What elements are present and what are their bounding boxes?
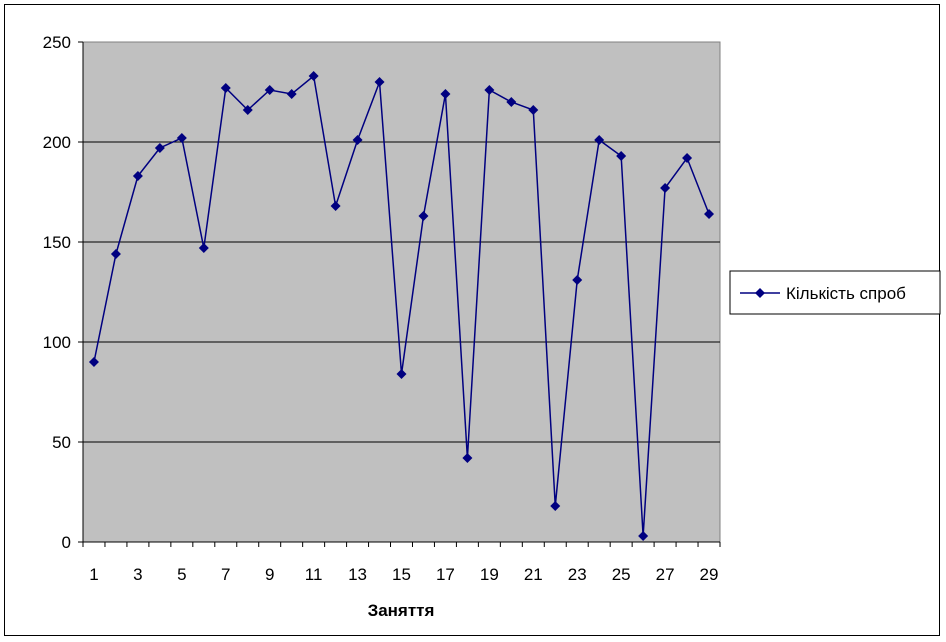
y-tick-label: 250 bbox=[43, 33, 71, 52]
data-point-marker bbox=[396, 369, 407, 379]
data-point-marker bbox=[462, 453, 473, 463]
y-tick-label: 0 bbox=[62, 533, 71, 552]
plot-area bbox=[82, 41, 721, 543]
data-point-marker bbox=[198, 243, 209, 253]
data-point-marker bbox=[682, 153, 693, 163]
data-point-marker bbox=[616, 151, 627, 161]
y-axis-ticks: 0 50 100 150 200 250 bbox=[43, 33, 84, 552]
x-axis-ticks: 1 3 5 7 9 11 13 15 17 19 21 23 25 27 29 bbox=[82, 541, 721, 584]
x-tick-label: 29 bbox=[700, 565, 719, 584]
x-tick-label: 1 bbox=[89, 565, 98, 584]
data-point-marker bbox=[308, 71, 319, 81]
chart-frame bbox=[4, 4, 940, 636]
legend-label: Кількість спроб bbox=[786, 284, 906, 303]
data-point-marker bbox=[220, 83, 231, 93]
data-point-marker bbox=[550, 501, 561, 511]
data-point-marker bbox=[704, 209, 715, 219]
data-point-marker bbox=[88, 357, 99, 367]
x-tick-label: 7 bbox=[221, 565, 230, 584]
x-tick-label: 21 bbox=[524, 565, 543, 584]
data-point-marker bbox=[484, 85, 495, 95]
x-tick-label: 17 bbox=[436, 565, 455, 584]
x-tick-label: 15 bbox=[392, 565, 411, 584]
data-point-marker bbox=[374, 77, 385, 87]
x-tick-label: 11 bbox=[305, 565, 323, 584]
y-tick-label: 50 bbox=[52, 433, 71, 452]
data-point-marker bbox=[264, 85, 275, 95]
x-tick-label: 27 bbox=[656, 565, 675, 584]
y-tick-label: 150 bbox=[43, 233, 71, 252]
data-point-marker bbox=[286, 89, 297, 99]
y-tick-label: 100 bbox=[43, 333, 71, 352]
data-point-marker bbox=[506, 97, 517, 107]
x-tick-label: 23 bbox=[568, 565, 587, 584]
data-point-marker bbox=[132, 171, 143, 181]
data-point-marker bbox=[242, 105, 253, 115]
x-tick-label: 25 bbox=[612, 565, 631, 584]
data-point-marker bbox=[154, 143, 165, 153]
data-point-marker bbox=[528, 105, 539, 115]
x-tick-label: 5 bbox=[177, 565, 186, 584]
x-tick-label: 19 bbox=[480, 565, 499, 584]
x-tick-label: 13 bbox=[348, 565, 367, 584]
data-point-marker bbox=[638, 531, 649, 541]
data-point-marker bbox=[352, 135, 363, 145]
x-axis-title: Заняття bbox=[368, 601, 435, 620]
data-point-marker bbox=[660, 183, 671, 193]
data-point-marker bbox=[110, 249, 121, 259]
legend: Кількість спроб bbox=[729, 270, 941, 315]
gridlines bbox=[83, 141, 720, 443]
x-tick-label: 9 bbox=[265, 565, 274, 584]
y-tick-label: 200 bbox=[43, 133, 71, 152]
legend-diamond-icon bbox=[755, 288, 765, 298]
data-point-marker bbox=[418, 211, 429, 221]
x-tick-label: 3 bbox=[133, 565, 142, 584]
data-point-marker bbox=[440, 89, 451, 99]
series-markers bbox=[88, 71, 715, 541]
data-point-marker bbox=[572, 275, 583, 285]
data-point-marker bbox=[176, 133, 187, 143]
data-point-marker bbox=[594, 135, 605, 145]
data-point-marker bbox=[330, 201, 341, 211]
